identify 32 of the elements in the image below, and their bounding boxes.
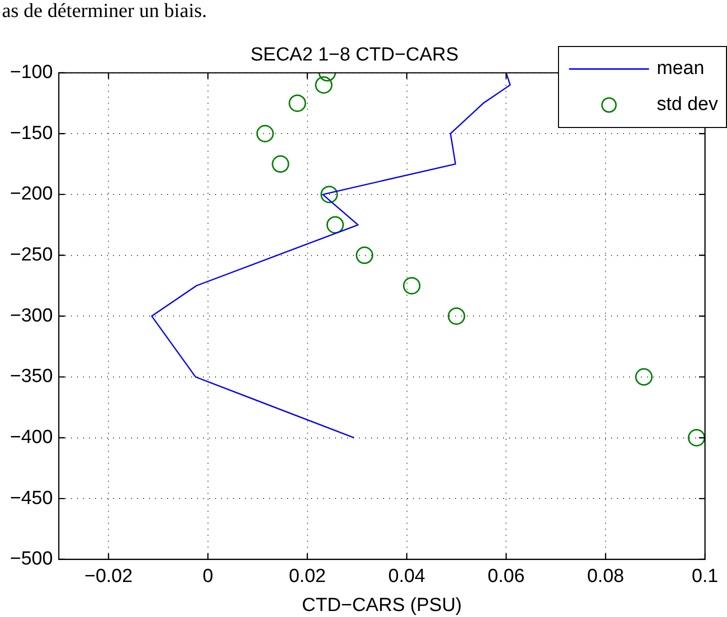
x-tick-label: 0.08 <box>587 566 624 588</box>
x-tick-label: −0.02 <box>84 566 133 588</box>
y-tick-label: −100 <box>10 62 53 84</box>
x-tick-label: 0.1 <box>692 566 718 588</box>
point <box>326 216 344 234</box>
text: as de déterminer un biais. <box>2 0 207 22</box>
y-tick-label: −300 <box>10 305 53 326</box>
x-axis-title: CTD−CARS (PSU) <box>302 594 462 616</box>
point <box>288 94 306 112</box>
point <box>688 429 705 446</box>
y-tick-label: −200 <box>10 184 53 205</box>
x-tick-label: 0.02 <box>288 566 326 588</box>
y-tick-label: −350 <box>10 366 53 388</box>
point <box>272 155 290 173</box>
chart-title: SECA2 1−8 CTD−CARS <box>250 44 459 66</box>
y-tick-label: −250 <box>10 244 53 266</box>
y-tick-label: −150 <box>10 122 53 144</box>
x-tick-label: 0.06 <box>488 566 525 588</box>
point <box>635 368 653 386</box>
y-tick-label: −400 <box>10 426 53 448</box>
point <box>356 246 374 264</box>
y-tick-label: −500 <box>10 548 53 570</box>
point <box>320 186 338 204</box>
x-tick-label: 0 <box>202 566 214 588</box>
x-tick-label: 0.04 <box>388 566 426 588</box>
point <box>402 276 420 294</box>
point <box>256 124 274 142</box>
legend-label: std dev <box>656 94 718 116</box>
y-tick-label: −450 <box>10 488 53 509</box>
point <box>314 76 332 94</box>
point <box>448 307 466 325</box>
legend-label: mean <box>656 58 704 80</box>
